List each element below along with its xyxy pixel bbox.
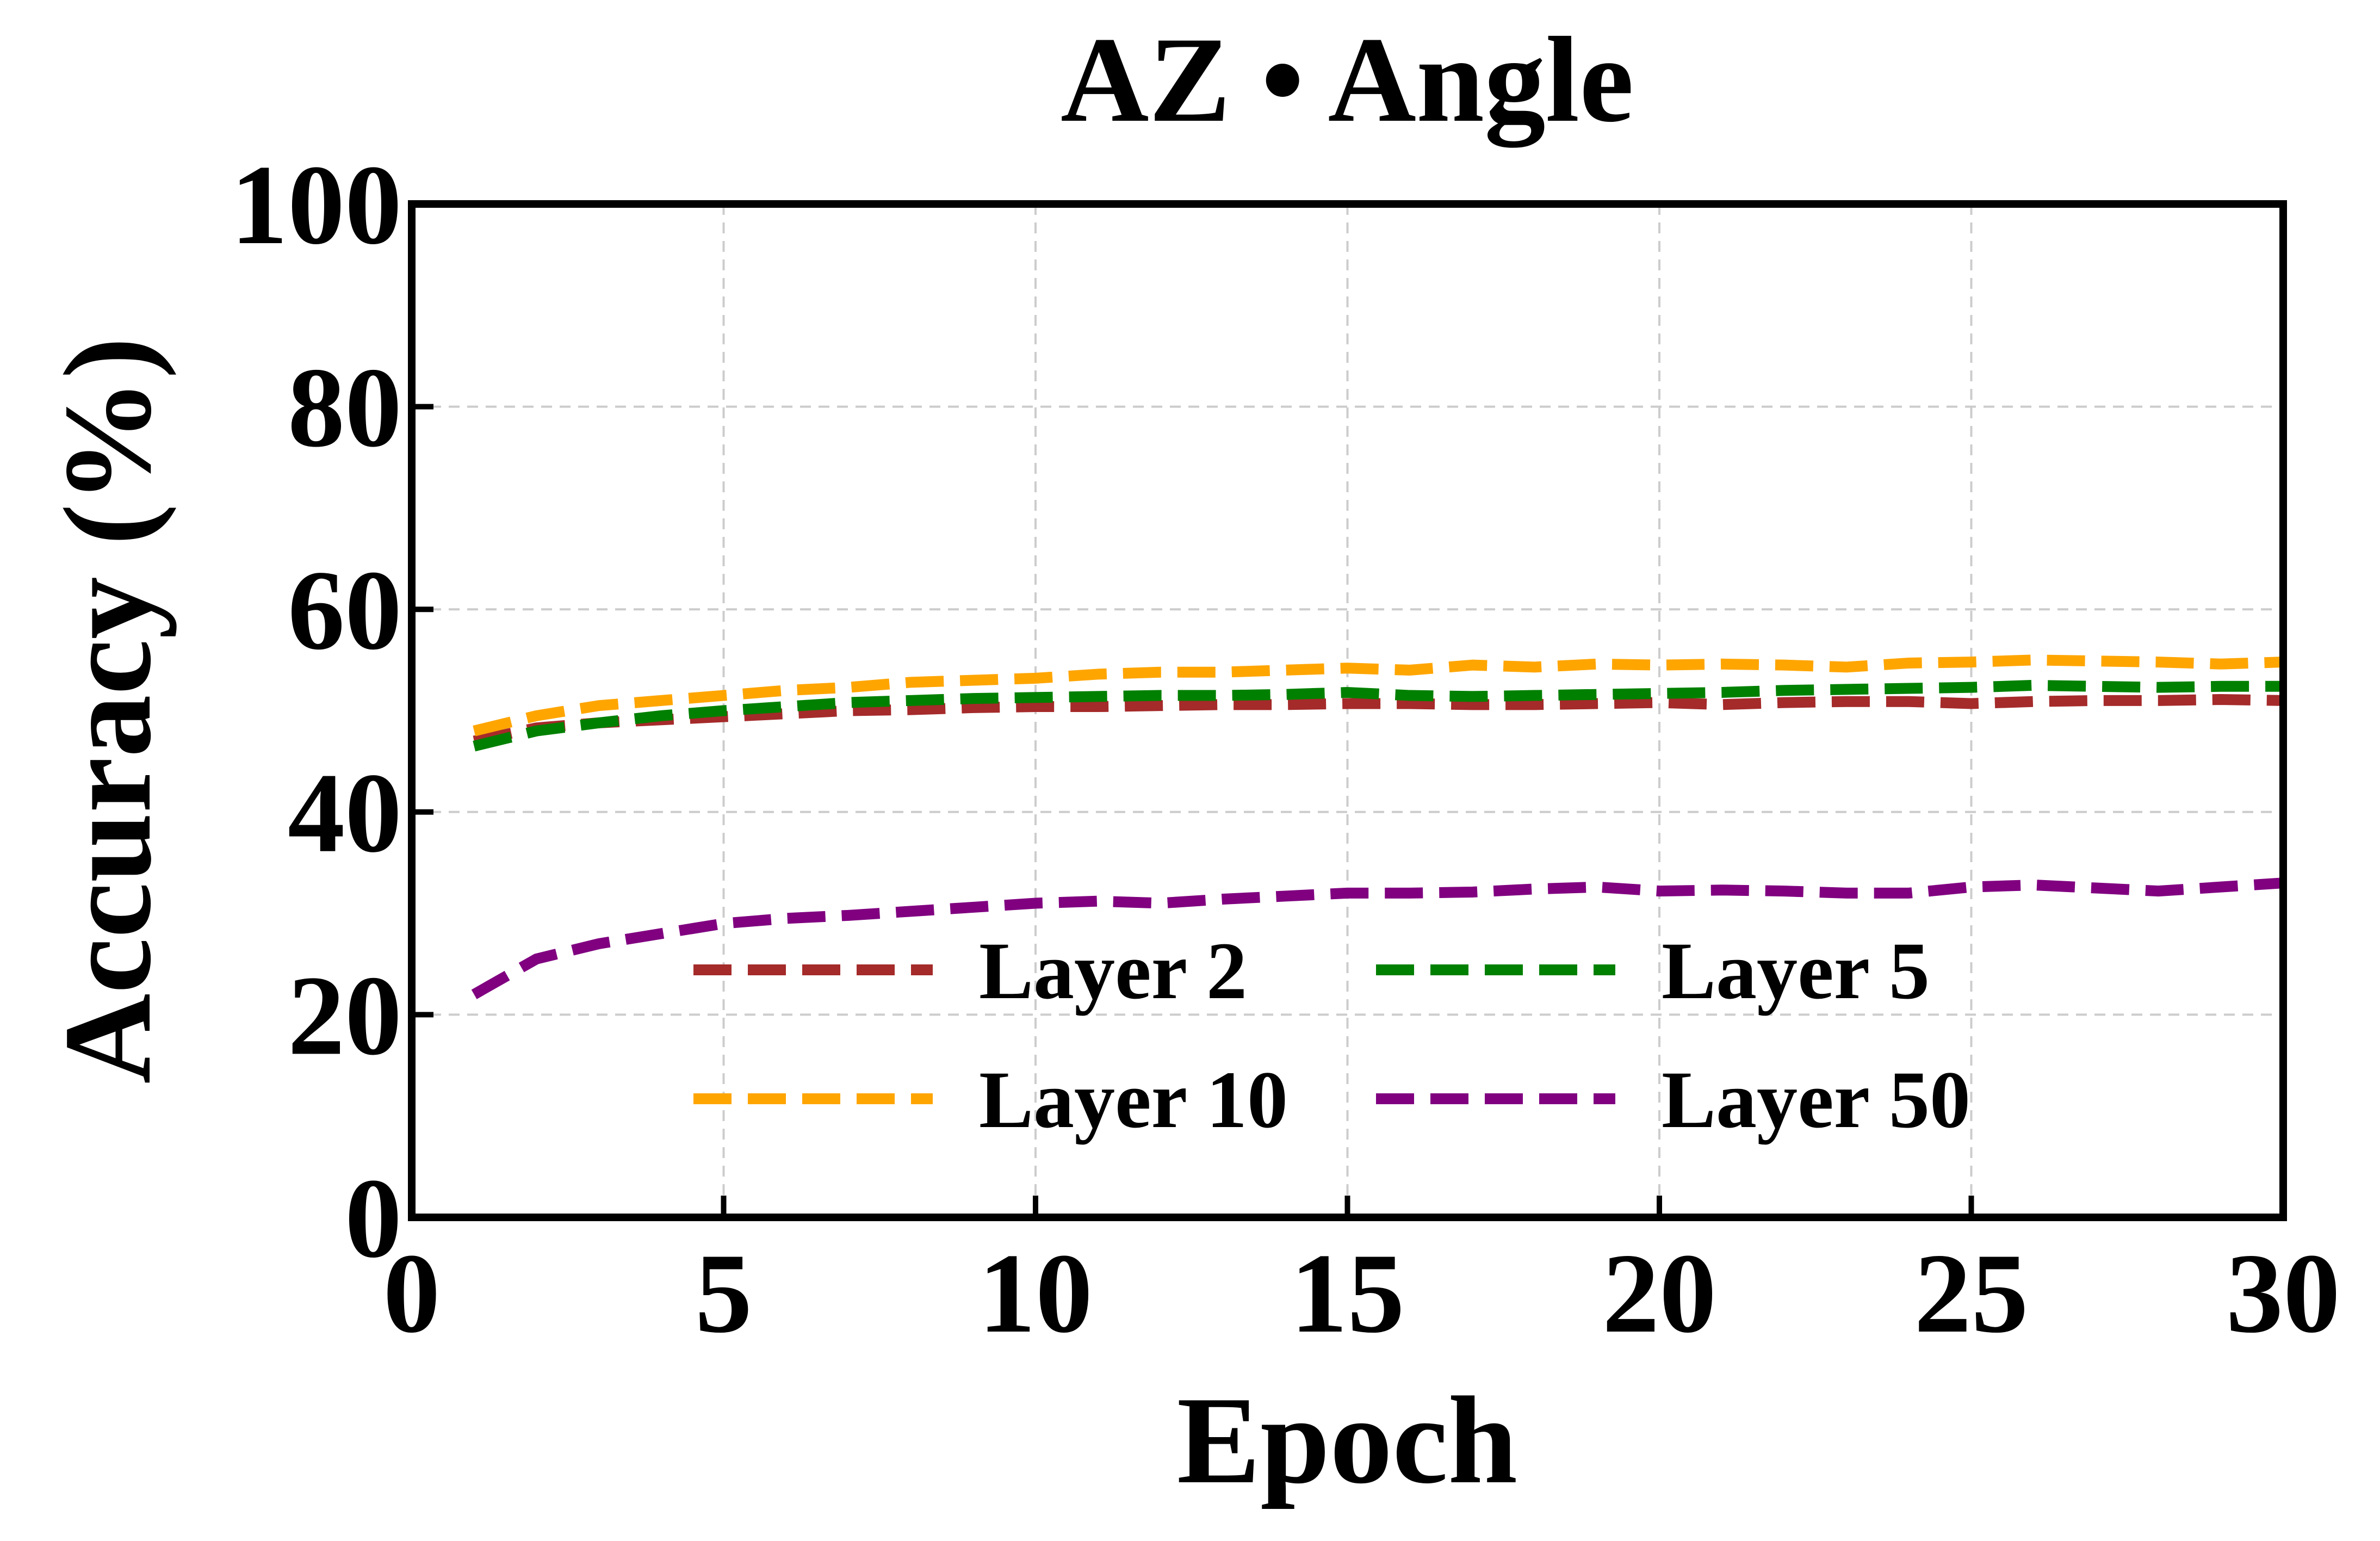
axis-ticks: 0 5 10 15 20 25 30 0 20 40 60 80 100 (231, 142, 2340, 1357)
legend: Layer 2 Layer 10 Layer 5 Layer 50 (693, 926, 1970, 1145)
x-tick-label: 5 (695, 1230, 752, 1357)
series-line-layer-2 (473, 694, 2284, 747)
plot-frame (408, 200, 2287, 1221)
y-tick-label: 20 (288, 952, 402, 1079)
legend-label-layer-5: Layer 5 (1662, 926, 1930, 1016)
x-tick-label: 10 (978, 1230, 1093, 1357)
series-lines (471, 654, 2284, 999)
y-tick-label: 80 (288, 345, 402, 471)
x-axis-label: Epoch (1177, 1371, 1517, 1509)
series-line-layer-5 (473, 679, 2283, 752)
x-tick-label: 25 (1914, 1230, 2029, 1357)
y-tick-label: 0 (345, 1155, 402, 1282)
y-tick-label: 40 (288, 750, 402, 876)
legend-label-layer-50: Layer 50 (1662, 1055, 1970, 1145)
x-tick-label: 0 (383, 1230, 441, 1357)
series-line-layer-50 (471, 877, 2284, 999)
x-tick-label: 20 (1602, 1230, 1716, 1357)
legend-label-layer-2: Layer 2 (979, 926, 1247, 1016)
y-tick-label: 60 (288, 547, 402, 673)
y-axis-label: Accuracy (%) (38, 337, 177, 1084)
legend-label-layer-10: Layer 10 (979, 1055, 1288, 1145)
y-tick-label: 100 (231, 142, 402, 268)
series-line-layer-10 (473, 654, 2284, 737)
x-tick-label: 30 (2226, 1230, 2340, 1357)
x-tick-label: 15 (1291, 1230, 1405, 1357)
chart-title: AZ • Angle (1061, 11, 1634, 148)
